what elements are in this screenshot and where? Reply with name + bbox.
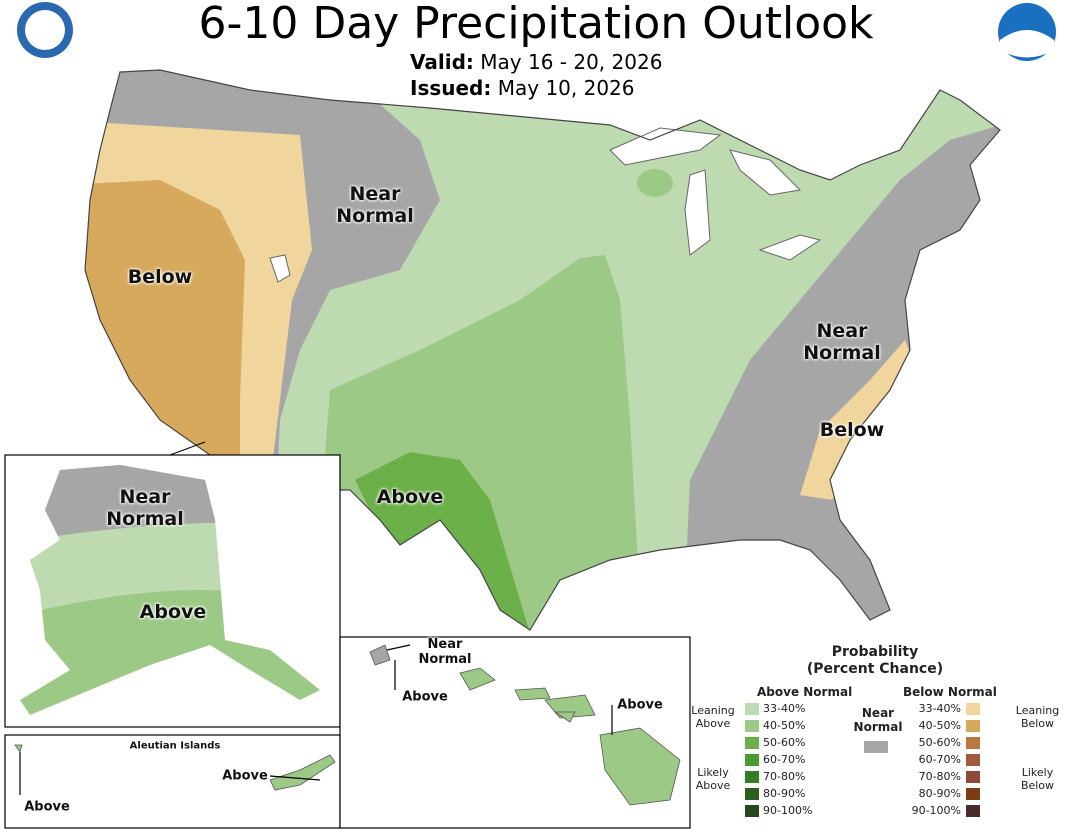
valid-label: Valid: xyxy=(410,50,474,74)
legend-swatch xyxy=(966,788,980,800)
legend-bin-label: 33-40% xyxy=(763,702,806,715)
above-title: Above Normal xyxy=(757,685,853,699)
inset-title: Aleutian Islands xyxy=(129,740,221,752)
great-lakes xyxy=(269,127,822,283)
legend-bin-label: 60-70% xyxy=(918,753,961,766)
group-label: Leaning Below xyxy=(1015,704,1060,730)
legend-swatch xyxy=(966,720,980,732)
group-label: Leaning Above xyxy=(691,704,735,730)
legend-bin-label: 90-100% xyxy=(911,804,961,817)
legend-bin-label: 70-80% xyxy=(918,770,961,783)
legend-bin-label: 33-40% xyxy=(918,702,961,715)
legend-subtitle: (Percent Chance) xyxy=(806,661,944,677)
legend-swatch xyxy=(966,754,980,766)
legend-swatch xyxy=(745,703,759,715)
legend-bin-label: 50-60% xyxy=(918,736,961,749)
map-label: Below xyxy=(127,266,193,288)
label-leaders xyxy=(19,644,613,795)
map-label: Near Normal xyxy=(106,486,184,530)
valid-dates: May 16 - 20, 2026 xyxy=(480,50,663,74)
legend-swatch xyxy=(745,737,759,749)
legend-swatch xyxy=(966,771,980,783)
islands xyxy=(14,644,681,806)
map-label: Near Normal xyxy=(336,183,414,227)
map-label: Above xyxy=(139,601,207,623)
near-title: Near Normal xyxy=(853,706,903,734)
legend-swatch xyxy=(966,703,980,715)
map-label: Above xyxy=(376,486,444,508)
below-title: Below Normal xyxy=(903,685,997,699)
legend-swatch xyxy=(745,720,759,732)
map-label: Near Normal xyxy=(803,320,881,364)
legend-bin-label: 80-90% xyxy=(763,787,806,800)
map-label: Above xyxy=(402,689,448,705)
legend-bin-label: 50-60% xyxy=(763,736,806,749)
legend-swatch xyxy=(745,754,759,766)
legend-swatch xyxy=(966,805,980,817)
legend-swatch xyxy=(745,788,759,800)
issued-label: Issued: xyxy=(410,76,492,100)
legend-swatch xyxy=(864,741,888,753)
map-label: Above xyxy=(222,768,268,784)
issued: Issued: May 10, 2026 xyxy=(410,76,635,100)
group-label: Likely Above xyxy=(695,766,731,792)
legend-swatch xyxy=(745,771,759,783)
issued-date: May 10, 2026 xyxy=(497,76,635,100)
legend-bin-label: 70-80% xyxy=(763,770,806,783)
inset-pointer xyxy=(169,441,206,456)
map-label: Below xyxy=(819,419,885,441)
title: 6-10 Day Precipitation Outlook xyxy=(198,0,874,49)
legend-bin-label: 40-50% xyxy=(918,719,961,732)
legend-title: Probability xyxy=(831,644,919,660)
map-label: Near Normal xyxy=(418,637,472,667)
legend-bin-label: 80-90% xyxy=(918,787,961,800)
legend-bin-label: 90-100% xyxy=(763,804,813,817)
map-label: Above xyxy=(617,697,663,713)
valid: Valid: May 16 - 20, 2026 xyxy=(410,50,662,74)
legend-swatch xyxy=(966,737,980,749)
map-label: Above xyxy=(24,799,70,815)
group-label: Likely Below xyxy=(1020,766,1055,792)
legend-bin-label: 60-70% xyxy=(763,753,806,766)
legend-bin-label: 40-50% xyxy=(763,719,806,732)
legend-swatch xyxy=(745,805,759,817)
